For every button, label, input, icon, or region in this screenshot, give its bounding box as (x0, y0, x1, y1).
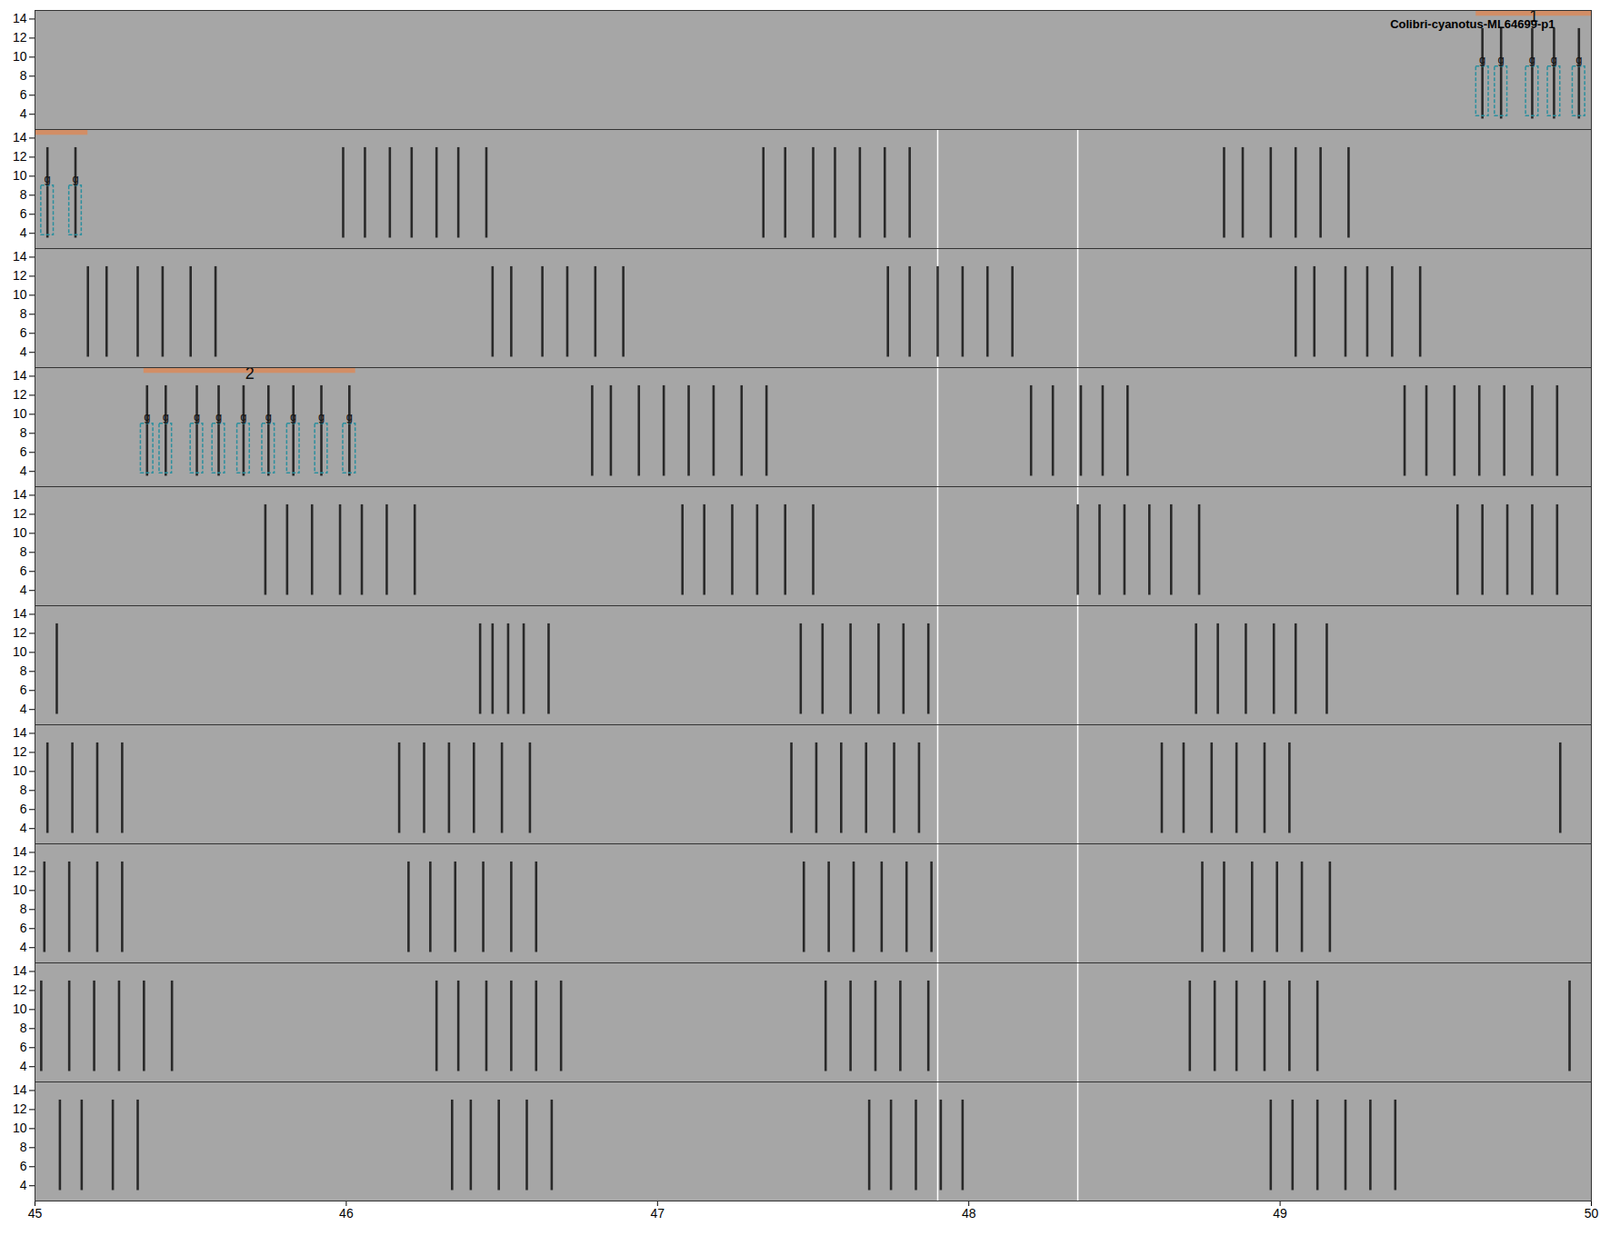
svg-text:10: 10 (12, 287, 28, 302)
svg-text:12: 12 (12, 268, 28, 283)
svg-text:g: g (143, 409, 150, 423)
svg-text:4: 4 (20, 820, 28, 836)
svg-text:g: g (215, 409, 222, 423)
svg-text:10: 10 (12, 525, 28, 540)
svg-text:4: 4 (20, 701, 28, 717)
svg-text:4: 4 (20, 225, 28, 240)
svg-text:g: g (240, 409, 247, 423)
svg-text:6: 6 (20, 682, 28, 698)
svg-text:8: 8 (20, 187, 28, 202)
svg-text:8: 8 (20, 782, 28, 798)
svg-text:45: 45 (28, 1206, 43, 1221)
svg-text:14: 14 (12, 487, 28, 502)
svg-text:14: 14 (12, 725, 28, 740)
svg-text:8: 8 (20, 68, 28, 83)
svg-text:12: 12 (12, 982, 28, 998)
svg-text:8: 8 (20, 663, 28, 679)
svg-text:14: 14 (12, 368, 28, 383)
svg-text:8: 8 (20, 1020, 28, 1036)
svg-text:g: g (1550, 51, 1558, 66)
svg-text:g: g (346, 409, 353, 423)
svg-text:8: 8 (20, 544, 28, 560)
svg-text:6: 6 (20, 1040, 28, 1055)
svg-text:1: 1 (1529, 6, 1539, 25)
svg-text:4: 4 (20, 106, 28, 121)
svg-text:10: 10 (12, 644, 28, 660)
svg-text:g: g (1479, 51, 1486, 66)
svg-text:14: 14 (12, 606, 28, 621)
svg-text:50: 50 (1584, 1206, 1600, 1221)
svg-text:6: 6 (20, 563, 28, 579)
svg-text:g: g (1498, 51, 1505, 66)
svg-text:6: 6 (20, 801, 28, 817)
svg-text:Colibri-cyanotus-ML64699-p1: Colibri-cyanotus-ML64699-p1 (1390, 17, 1555, 31)
svg-text:g: g (1575, 51, 1582, 66)
svg-text:10: 10 (12, 1120, 28, 1136)
svg-text:g: g (290, 409, 297, 423)
svg-text:10: 10 (12, 882, 28, 898)
svg-text:g: g (265, 409, 272, 423)
svg-text:g: g (193, 409, 200, 423)
svg-text:8: 8 (20, 1140, 28, 1155)
svg-text:12: 12 (12, 30, 28, 45)
svg-text:6: 6 (20, 87, 28, 102)
svg-text:12: 12 (12, 625, 28, 640)
svg-text:14: 14 (12, 130, 28, 145)
svg-text:4: 4 (20, 940, 28, 955)
svg-text:g: g (162, 409, 170, 423)
svg-text:12: 12 (12, 506, 28, 521)
svg-text:46: 46 (339, 1206, 354, 1221)
svg-text:6: 6 (20, 325, 28, 340)
svg-text:8: 8 (20, 306, 28, 321)
svg-text:2: 2 (245, 364, 255, 383)
svg-text:47: 47 (650, 1206, 666, 1221)
svg-text:12: 12 (12, 863, 28, 879)
svg-text:14: 14 (12, 963, 28, 979)
svg-text:14: 14 (12, 1082, 28, 1098)
svg-text:8: 8 (20, 425, 28, 440)
svg-text:6: 6 (20, 920, 28, 936)
svg-text:10: 10 (12, 49, 28, 64)
svg-text:14: 14 (12, 844, 28, 860)
svg-text:4: 4 (20, 1059, 28, 1074)
svg-text:12: 12 (12, 149, 28, 164)
svg-text:4: 4 (20, 463, 28, 479)
svg-text:4: 4 (20, 1178, 28, 1193)
svg-text:10: 10 (12, 1001, 28, 1017)
svg-text:g: g (44, 170, 51, 185)
svg-text:14: 14 (12, 249, 28, 264)
svg-text:10: 10 (12, 763, 28, 779)
svg-text:12: 12 (12, 387, 28, 402)
svg-text:g: g (318, 409, 325, 423)
svg-text:6: 6 (20, 444, 28, 460)
svg-text:4: 4 (20, 344, 28, 360)
svg-text:4: 4 (20, 582, 28, 598)
svg-text:g: g (1529, 51, 1536, 66)
svg-text:g: g (71, 170, 79, 185)
svg-text:12: 12 (12, 1101, 28, 1117)
svg-text:49: 49 (1272, 1206, 1288, 1221)
svg-text:6: 6 (20, 206, 28, 221)
svg-text:12: 12 (12, 744, 28, 760)
svg-text:8: 8 (20, 901, 28, 917)
svg-text:14: 14 (12, 10, 28, 26)
svg-text:10: 10 (12, 406, 28, 421)
svg-text:6: 6 (20, 1159, 28, 1174)
svg-text:48: 48 (961, 1206, 977, 1221)
svg-text:10: 10 (12, 168, 28, 183)
